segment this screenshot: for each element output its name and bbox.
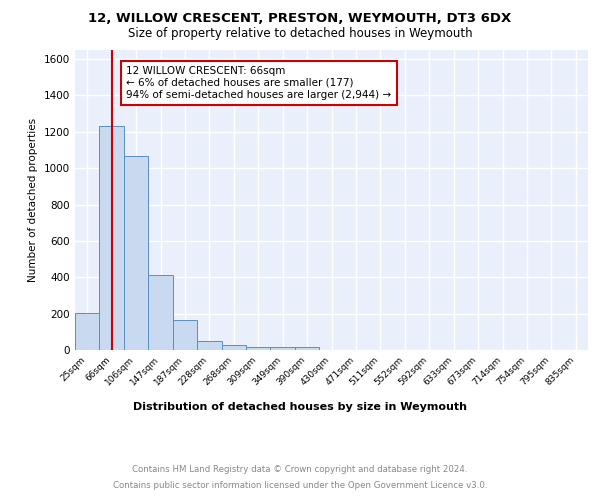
Bar bbox=[295, 348, 319, 350]
Text: Distribution of detached houses by size in Weymouth: Distribution of detached houses by size … bbox=[133, 402, 467, 412]
Bar bbox=[100, 126, 124, 350]
Bar bbox=[197, 342, 221, 350]
Text: 12, WILLOW CRESCENT, PRESTON, WEYMOUTH, DT3 6DX: 12, WILLOW CRESCENT, PRESTON, WEYMOUTH, … bbox=[88, 12, 512, 26]
Text: 12 WILLOW CRESCENT: 66sqm
← 6% of detached houses are smaller (177)
94% of semi-: 12 WILLOW CRESCENT: 66sqm ← 6% of detach… bbox=[127, 66, 391, 100]
Text: Contains HM Land Registry data © Crown copyright and database right 2024.: Contains HM Land Registry data © Crown c… bbox=[132, 465, 468, 474]
Bar bbox=[148, 276, 173, 350]
Text: Contains public sector information licensed under the Open Government Licence v3: Contains public sector information licen… bbox=[113, 481, 487, 490]
Text: Size of property relative to detached houses in Weymouth: Size of property relative to detached ho… bbox=[128, 28, 472, 40]
Bar bbox=[271, 348, 295, 350]
Bar bbox=[221, 346, 246, 350]
Bar bbox=[246, 346, 271, 350]
Bar bbox=[173, 320, 197, 350]
Y-axis label: Number of detached properties: Number of detached properties bbox=[28, 118, 38, 282]
Bar bbox=[75, 312, 100, 350]
Bar bbox=[124, 156, 148, 350]
